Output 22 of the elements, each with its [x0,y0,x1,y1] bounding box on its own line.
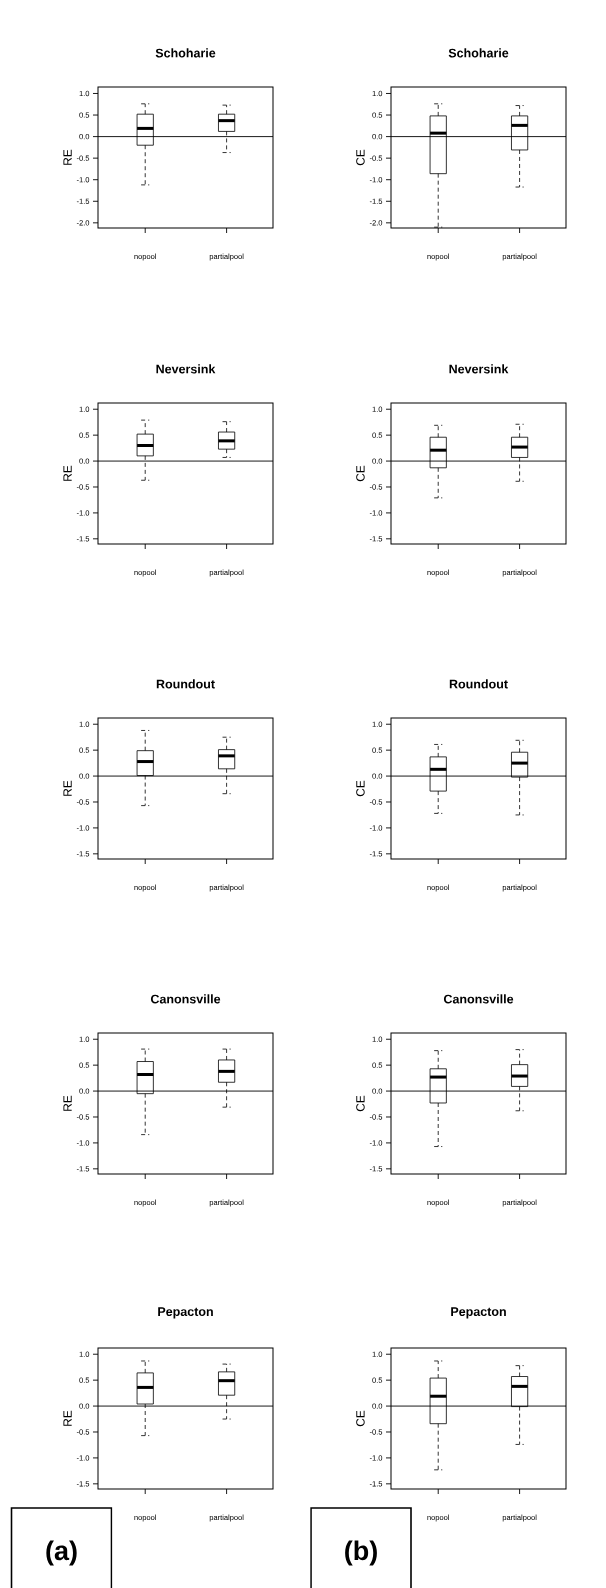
y-axis-title: RE [63,780,72,796]
y-axis-title: CE [356,780,365,797]
y-axis-title: CE [356,149,365,166]
y-axis-title: CE [356,1095,365,1112]
chart-title: Canonsville [150,994,221,1004]
y-axis-title: CE [356,1410,365,1427]
chart-title: Pepacton [158,1307,213,1319]
chart-title: Roundout [449,679,508,689]
text: (a) [46,1540,77,1566]
y-axis-title: RE [63,1095,72,1111]
chart-title: Schoharie [155,48,216,58]
chart-title: Neversink [156,364,216,374]
chart-title: Neversink [449,364,509,374]
y-axis-title: RE [63,465,72,481]
y-axis-title: RE [63,1410,72,1426]
chart-title: Pepacton [451,1307,506,1319]
chart-title: Schoharie [448,48,509,58]
y-axis-title: CE [356,465,365,482]
chart-title: Canonsville [443,994,514,1004]
y-axis-title: RE [63,149,72,165]
chart-title: Roundout [156,679,215,689]
text: (b) [345,1540,377,1566]
